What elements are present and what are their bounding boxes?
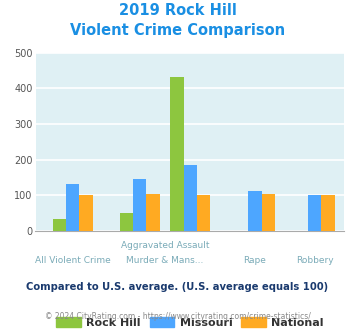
Bar [321, 195, 335, 231]
Text: Murder & Mans...: Murder & Mans... [126, 256, 204, 265]
Bar [170, 77, 184, 231]
Bar [66, 183, 80, 231]
Text: Aggravated Assault: Aggravated Assault [121, 241, 209, 250]
Text: 2019 Rock Hill: 2019 Rock Hill [119, 3, 236, 18]
Text: Violent Crime Comparison: Violent Crime Comparison [70, 23, 285, 38]
Bar [133, 179, 146, 231]
Bar [146, 194, 160, 231]
Legend: Rock Hill, Missouri, National: Rock Hill, Missouri, National [52, 313, 328, 330]
Bar [308, 195, 321, 231]
Bar [262, 194, 275, 231]
Bar [184, 165, 197, 231]
Bar [197, 195, 211, 231]
Text: © 2024 CityRating.com - https://www.cityrating.com/crime-statistics/: © 2024 CityRating.com - https://www.city… [45, 312, 310, 321]
Text: Robbery: Robbery [296, 256, 333, 265]
Text: Rape: Rape [244, 256, 267, 265]
Bar [53, 218, 66, 231]
Bar [248, 191, 262, 231]
Text: All Violent Crime: All Violent Crime [35, 256, 111, 265]
Bar [80, 195, 93, 231]
Bar [120, 213, 133, 231]
Text: Compared to U.S. average. (U.S. average equals 100): Compared to U.S. average. (U.S. average … [26, 282, 329, 292]
